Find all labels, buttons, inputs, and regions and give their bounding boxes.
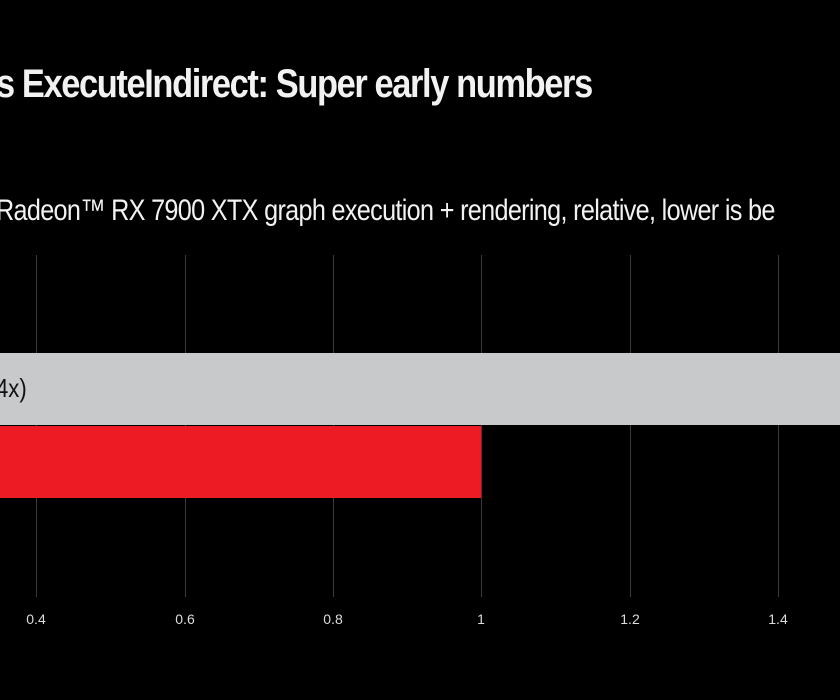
x-tick-label: 0.4 xyxy=(26,611,46,627)
gridline-1.4 xyxy=(778,255,779,597)
x-tick-label: 0.6 xyxy=(175,611,195,627)
bar-baseline-label: 4x) xyxy=(0,373,27,403)
gridline-1.2 xyxy=(630,255,631,597)
chart-subtitle: Radeon™ RX 7900 XTX graph execution + re… xyxy=(0,194,775,227)
x-tick-label: 1.2 xyxy=(620,611,640,627)
x-tick-label: 1.4 xyxy=(768,611,788,627)
x-tick-label: 1 xyxy=(477,611,485,627)
bar-baseline: 4x) xyxy=(0,353,840,425)
bar-highlight xyxy=(0,426,481,498)
chart-title: s ExecuteIndirect: Super early numbers xyxy=(0,62,593,106)
gridline-1.0 xyxy=(481,255,482,597)
x-tick-label: 0.8 xyxy=(323,611,343,627)
